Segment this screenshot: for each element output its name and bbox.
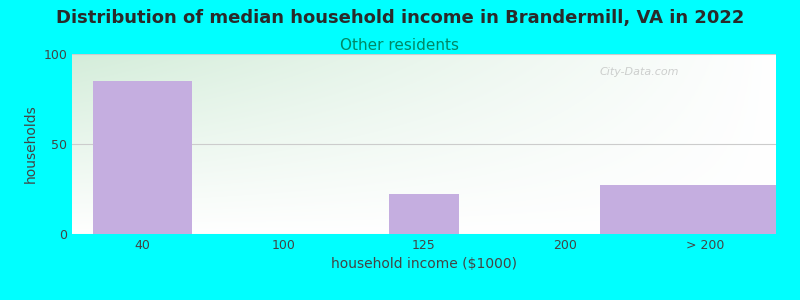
Bar: [93, 81, 192, 234]
X-axis label: household income ($1000): household income ($1000): [331, 257, 517, 272]
Bar: [600, 185, 800, 234]
Text: Distribution of median household income in Brandermill, VA in 2022: Distribution of median household income …: [56, 9, 744, 27]
Text: City-Data.com: City-Data.com: [600, 67, 679, 76]
Y-axis label: households: households: [24, 105, 38, 183]
Text: Other residents: Other residents: [341, 38, 459, 52]
Bar: [389, 194, 459, 234]
